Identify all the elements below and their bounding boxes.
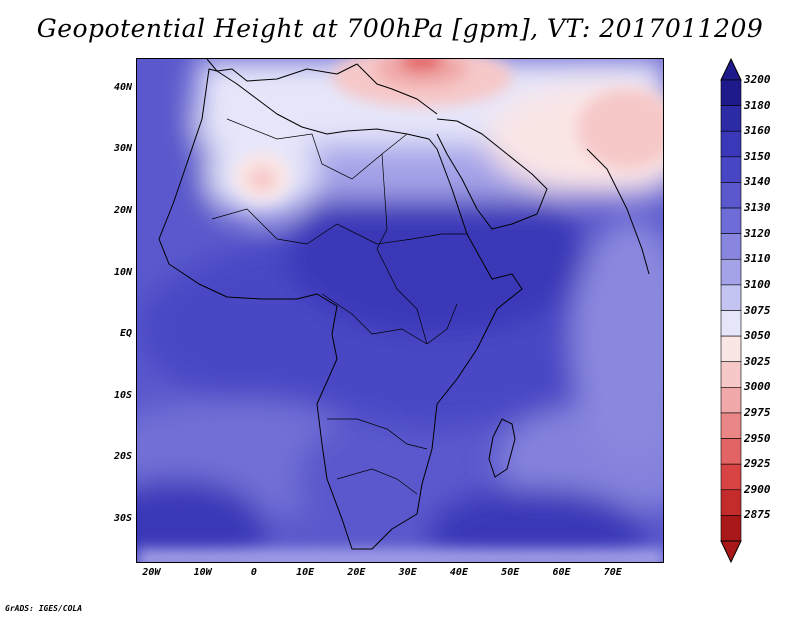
legend-color-box [720,361,742,388]
legend-color-box [720,310,742,337]
height-field-3120-east [572,219,663,459]
longitude-tick-label: 20W [142,567,161,578]
india-coastline [586,148,650,275]
height-field-3160-southeast [427,489,647,562]
arabia-coastline [436,118,548,230]
height-field-3000-turkey [377,59,467,87]
legend-color-box [720,79,742,106]
height-field-3140-south-africa [297,419,437,539]
legend-level-label: 3000 [744,380,771,394]
legend-level-label: 2950 [744,431,771,445]
latitude-tick-label: EQ [119,328,132,340]
legend-level-label: 2975 [744,405,771,419]
latitude-tick-label: 10S [113,389,132,401]
legend-color-box [720,463,742,491]
longitude-tick-label: 60E [552,567,571,578]
longitude-tick-label: 30E [398,567,417,578]
longitude-tick-label: 10W [193,567,212,578]
legend-level-label: 3025 [744,354,771,368]
height-field-3140-west-atlantic [137,99,217,279]
height-field-3110-south-edge [137,549,663,562]
longitude-tick-label: 0 [250,567,257,578]
legend-color-box [720,105,742,132]
legend-color-box [720,156,742,183]
legend-color-box [720,335,742,363]
footer-credit: GrADS: IGES/COLA [5,604,83,613]
border-central-africa [321,293,458,345]
height-field-2950-turkey-core [400,59,444,71]
legend-color-box [720,489,742,516]
border-sahel [211,208,467,245]
legend-level-label: 3120 [744,226,771,240]
europe-coastline [206,59,358,82]
latitude-tick-label: 20S [113,451,132,463]
border-east-africa [376,153,428,345]
legend-color-box [720,412,742,439]
map-panel [136,58,664,563]
legend-level-label: 2900 [744,482,771,496]
legend-color-box [720,438,742,465]
legend-color-box [720,387,742,414]
legend-level-label: 3130 [744,201,771,215]
legend-color-box [720,233,742,260]
latitude-tick-label: 40N [113,81,132,93]
height-field-3160-core [287,174,587,334]
legend-level-label: 3140 [744,175,771,189]
longitude-tick-label: 50E [501,567,520,578]
legend-color-box [720,258,742,286]
legend-level-label: 3150 [744,149,771,163]
longitude-tick-label: 70E [603,567,622,578]
coastlines [158,59,650,550]
legend-color-box [720,284,742,311]
legend-color-box [720,130,742,158]
legend-level-label: 3050 [744,329,771,343]
legend-level-label: 3110 [744,252,771,266]
legend-color-box [720,182,742,209]
legend-top-arrow [720,58,742,81]
latitude-tick-label: 10N [113,266,132,278]
longitude-tick-label: 20E [347,567,366,578]
height-field-3025-middle-east [577,89,663,169]
legend-level-label: 3160 [744,124,771,138]
legend-level-label: 2875 [744,508,771,522]
geopotential-height-map [137,59,663,562]
longitude-tick-label: 40E [449,567,468,578]
height-field-3050-sahara-core [248,167,276,191]
longitude-tick-label: 10E [296,567,315,578]
color-legend [720,58,742,563]
legend-level-label: 3200 [744,73,771,86]
latitude-tick-label: 30S [113,512,132,524]
madagascar-coastline [488,418,516,478]
chart-title: Geopotential Height at 700hPa [gpm], VT:… [36,14,764,43]
latitude-tick-label: 30N [113,143,132,155]
border-southern-africa [327,418,428,495]
mediterranean-coastline [356,63,438,115]
legend-color-box [720,515,742,542]
latitude-tick-label: 20N [113,204,132,216]
legend-bottom-arrow [720,540,742,563]
country-borders [211,118,467,495]
legend-level-label: 3100 [744,277,771,291]
legend-level-label: 3075 [744,303,771,317]
legend-color-box [720,207,742,234]
height-field-3160-southwest [137,479,267,562]
legend-level-label: 2925 [744,457,771,471]
africa-coastline [158,68,523,550]
legend-level-label: 3180 [744,98,771,112]
